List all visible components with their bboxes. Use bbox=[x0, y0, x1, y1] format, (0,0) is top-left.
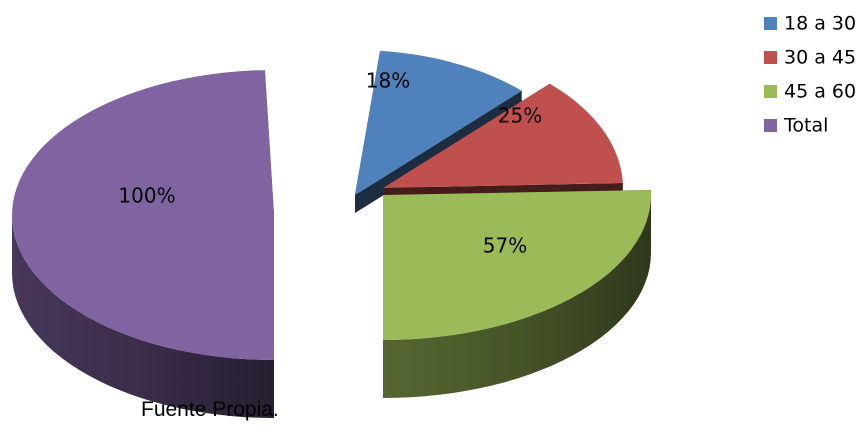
legend-swatch bbox=[764, 51, 777, 64]
legend-swatch bbox=[764, 85, 777, 98]
legend-item-total: Total bbox=[764, 115, 828, 137]
legend-item-18-a-30: 18 a 30 bbox=[764, 13, 856, 35]
legend-item-30-a-45: 30 a 45 bbox=[764, 47, 856, 69]
legend-swatch bbox=[764, 119, 777, 132]
slice-total-outer-wall bbox=[12, 215, 274, 418]
data-label-30-a-45: 25% bbox=[498, 104, 542, 128]
slice-45-a-60-outer-wall bbox=[383, 195, 651, 398]
chart-legend: 18 a 30 30 a 45 45 a 60 Total bbox=[764, 13, 856, 137]
legend-label: 30 a 45 bbox=[784, 47, 856, 69]
data-label-total: 100% bbox=[118, 184, 175, 208]
legend-swatch bbox=[764, 17, 777, 30]
data-label-45-a-60: 57% bbox=[483, 234, 527, 258]
legend-label: 18 a 30 bbox=[784, 13, 856, 35]
slice-45-a-60-top bbox=[383, 189, 651, 340]
slice-30-a-45-top bbox=[383, 83, 623, 188]
legend-label: Total bbox=[783, 115, 828, 137]
data-labels: 18% 25% 100% 57% bbox=[118, 69, 542, 258]
slice-total-top bbox=[12, 70, 274, 360]
legend-label: 45 a 60 bbox=[784, 81, 856, 103]
legend-item-45-a-60: 45 a 60 bbox=[764, 81, 856, 103]
slice-45-a-60 bbox=[383, 189, 651, 398]
slice-18-a-30-top bbox=[355, 50, 522, 195]
slice-total bbox=[12, 70, 274, 418]
pie-slices bbox=[12, 50, 651, 418]
source-caption: Fuente Propia. bbox=[141, 398, 279, 421]
data-label-18-a-30: 18% bbox=[366, 69, 410, 93]
